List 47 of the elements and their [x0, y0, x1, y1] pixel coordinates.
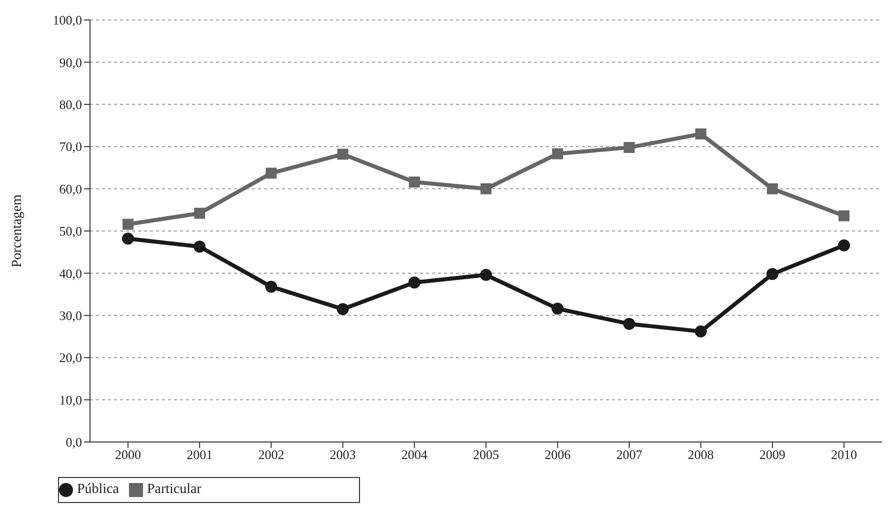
point: [194, 208, 206, 219]
point: [408, 276, 420, 288]
point: [480, 268, 492, 281]
point: [336, 303, 349, 316]
point: [624, 142, 635, 153]
point: [408, 176, 420, 188]
x-tick-label: 2003: [330, 447, 356, 462]
legend-label: Particular: [147, 482, 202, 497]
point: [265, 280, 278, 293]
point: [266, 168, 277, 179]
y-tick-label: 100,0: [52, 12, 82, 28]
point: [694, 325, 707, 338]
y-tick-label: 20,0: [59, 350, 82, 366]
point: [337, 148, 348, 160]
x-tick-label: 2010: [831, 447, 857, 462]
point: [122, 232, 134, 245]
y-tick-label: 30,0: [59, 308, 82, 324]
x-tick-label: 2000: [115, 447, 141, 462]
point: [552, 148, 564, 160]
y-tick-label: 70,0: [59, 139, 82, 154]
point: [122, 218, 134, 230]
y-tick-label: 60,0: [59, 181, 82, 196]
legend-label: Pública: [77, 482, 119, 497]
point: [194, 240, 206, 253]
y-tick-label: 80,0: [59, 97, 82, 112]
point: [766, 268, 778, 280]
y-tick-label: 40,0: [59, 266, 82, 281]
point: [695, 128, 706, 140]
point: [838, 239, 850, 252]
x-tick-label: 2004: [401, 447, 428, 462]
point: [480, 183, 492, 194]
x-tick-label: 2007: [616, 447, 643, 462]
point: [838, 210, 850, 222]
x-tick-label: 2009: [759, 447, 786, 462]
y-tick-label: 50,0: [59, 224, 82, 239]
y-axis-title: Porcentagem: [10, 194, 25, 268]
point: [623, 318, 636, 330]
y-tick-label: 90,0: [59, 54, 82, 70]
x-tick-label: 2008: [688, 447, 714, 462]
x-tick-label: 2006: [544, 447, 572, 462]
y-tick-label: 10,0: [59, 392, 82, 408]
x-tick-label: 2002: [258, 447, 284, 462]
x-tick-label: 2001: [186, 447, 213, 462]
point: [766, 183, 778, 194]
point: [552, 302, 564, 315]
y-tick-label: 0,0: [66, 434, 82, 450]
x-tick-label: 2005: [473, 447, 499, 462]
